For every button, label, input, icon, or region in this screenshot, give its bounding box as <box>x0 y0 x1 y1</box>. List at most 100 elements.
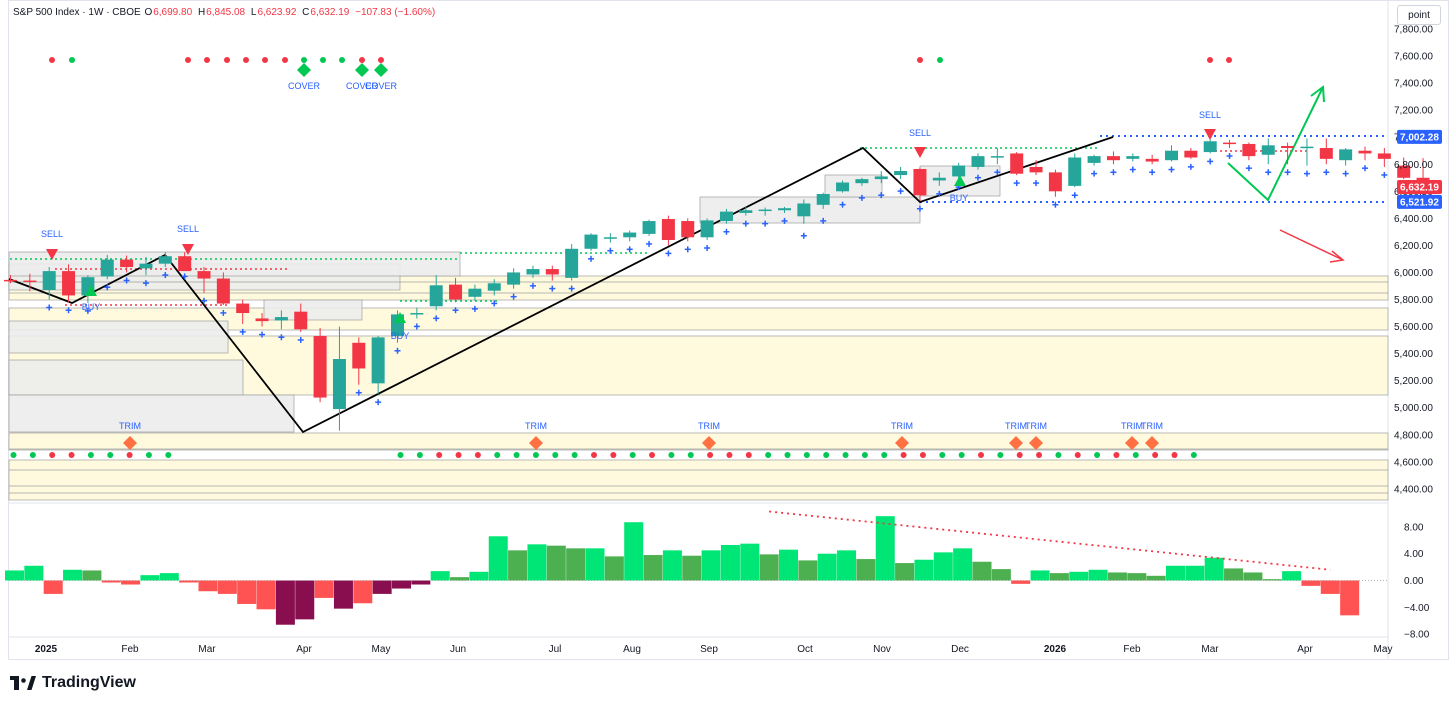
tradingview-brand[interactable]: TradingView <box>10 674 136 692</box>
trailing-marker <box>181 273 188 280</box>
oscillator-bar <box>5 570 24 581</box>
oscillator-axis-tick: −8.00 <box>1404 630 1430 641</box>
signal-label: SELL <box>177 224 199 234</box>
trailing-marker <box>588 255 594 262</box>
trailing-marker <box>510 293 517 300</box>
price-label: 6,521.92 <box>1400 197 1439 208</box>
oscillator-bar <box>1030 570 1050 581</box>
symbol-label[interactable]: S&P 500 Index · 1W · CBOE <box>13 7 141 18</box>
trailing-marker <box>568 285 575 292</box>
oscillator-bar <box>759 554 779 581</box>
trailing-marker <box>142 280 149 287</box>
oscillator-bar <box>237 580 257 604</box>
candle <box>1281 142 1295 165</box>
signal-triangle <box>394 312 406 323</box>
candle <box>1048 169 1062 197</box>
signal-dot <box>861 452 868 458</box>
candle <box>429 275 443 311</box>
trailing-marker <box>1323 169 1330 176</box>
trailing-marker <box>1245 165 1252 172</box>
open-label: O <box>144 7 153 18</box>
candle <box>410 307 424 319</box>
trailing-marker <box>858 194 865 201</box>
bearish-arrowhead <box>1329 250 1345 263</box>
trailing-marker <box>704 244 711 251</box>
oscillator-axis-tick: −4.00 <box>1404 603 1430 614</box>
signal-dot <box>668 452 675 458</box>
oscillator-bar <box>1166 565 1185 581</box>
oscillator-bar <box>82 570 102 581</box>
signal-dot <box>591 452 597 458</box>
oscillator-bar <box>1301 580 1321 586</box>
candle <box>313 327 327 403</box>
candle-body <box>681 221 695 238</box>
time-axis-tick: May <box>1374 644 1393 655</box>
candle-body <box>1010 153 1024 174</box>
bearish-projection-line <box>1279 229 1344 261</box>
signal-dot <box>552 452 559 458</box>
signal-dot <box>29 452 36 458</box>
trailing-marker <box>626 246 633 253</box>
oscillator-bar <box>740 543 760 581</box>
candle-body <box>603 237 617 239</box>
candle-body <box>952 165 966 177</box>
price-axis-tick: 6,000.00 <box>1394 268 1433 279</box>
candle <box>1261 138 1275 165</box>
oscillator-bar <box>1320 580 1340 594</box>
signal-dot <box>765 452 772 458</box>
signal-label: TRIM <box>1141 421 1163 431</box>
candle <box>681 218 695 242</box>
signal-label: TRIM <box>698 421 720 431</box>
candle <box>952 162 966 180</box>
trailing-marker <box>781 217 788 224</box>
signal-dot <box>436 452 443 458</box>
candle-body <box>507 272 521 285</box>
signal-diamond <box>374 63 388 77</box>
candle-body <box>584 234 598 249</box>
candle <box>545 265 559 281</box>
signal-dot <box>1113 452 1120 458</box>
oscillator-bar <box>895 563 915 581</box>
signal-dot <box>803 452 810 458</box>
oscillator-bar <box>624 522 644 581</box>
candle <box>642 219 656 236</box>
trailing-marker <box>1168 166 1175 173</box>
signal-dot <box>919 452 926 458</box>
signal-triangle <box>954 175 966 186</box>
price-scale-mode-button[interactable]: point <box>1397 5 1441 25</box>
candle-body <box>1358 150 1372 154</box>
candle-body <box>352 342 366 369</box>
candle <box>894 166 908 180</box>
trailing-marker <box>994 169 1001 176</box>
oscillator-bar <box>779 549 798 581</box>
candle-body <box>1223 142 1237 145</box>
signal-label: COVER <box>346 81 379 91</box>
oscillator-bar <box>682 555 702 581</box>
oscillator-bar <box>63 569 83 581</box>
oscillator-bar <box>566 548 586 581</box>
signal-dot <box>416 452 423 458</box>
trailing-marker <box>65 307 72 314</box>
candle-body <box>1048 172 1062 192</box>
signal-label: TRIM <box>1005 421 1027 431</box>
candle <box>874 171 888 184</box>
candle-body <box>874 176 888 180</box>
candle-body <box>139 263 153 269</box>
candle <box>120 255 134 273</box>
candle <box>178 252 192 272</box>
signal-dot <box>649 452 656 458</box>
candle-body <box>526 269 540 275</box>
candle-body <box>1126 156 1140 159</box>
candle-body <box>816 194 830 205</box>
signal-dot <box>494 452 501 458</box>
candle-body <box>100 259 114 277</box>
candle <box>758 207 772 216</box>
candle <box>971 153 985 170</box>
trailing-marker <box>820 217 827 224</box>
oscillator-bar <box>1340 580 1360 616</box>
candle <box>1126 153 1140 162</box>
time-axis-tick: Apr <box>296 644 312 655</box>
candle <box>216 272 230 305</box>
trailing-marker <box>646 240 653 247</box>
